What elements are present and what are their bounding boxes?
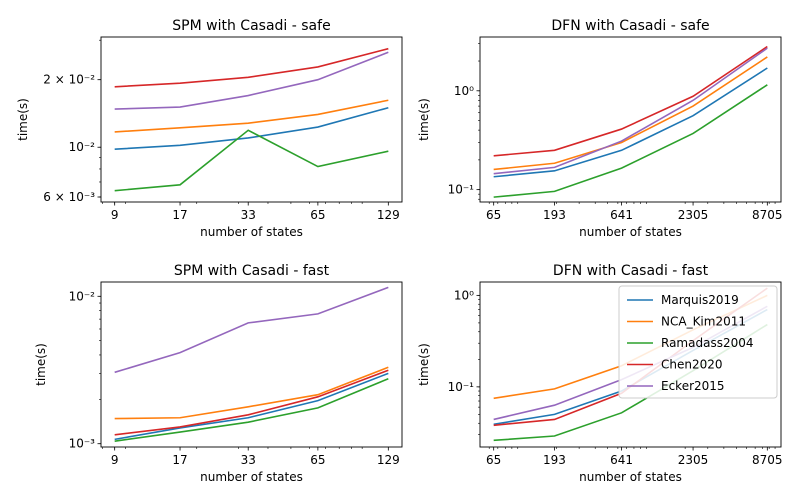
y-axis-label: time(s) [417,343,431,386]
series-line-ramadass2004 [114,377,389,442]
x-axis-label: number of states [579,225,682,239]
series-line-ecker2015 [493,47,768,175]
y-tick-label: 2 × 10⁻² [43,73,95,87]
axes-frame [100,281,403,448]
legend: Marquis2019 NCA_Kim2011 Ramadass2004 Chen20… [618,285,778,399]
series-line-chen2020 [114,369,389,436]
x-tick-label: 9 [111,208,119,222]
y-tick-label: 6 × 10⁻³ [43,190,95,204]
y-tick-label: 10⁻² [69,289,96,303]
chart-title: SPM with Casadi - safe [172,18,330,34]
series-line-ramadass2004 [114,129,389,192]
series-line-chen2020 [493,45,768,157]
x-tick-label: 2305 [678,453,709,467]
series-line-nca-kim2011 [493,56,768,171]
legend-entry: NCA_Kim2011 [661,315,746,329]
x-tick-label: 129 [377,453,400,467]
axes-frame [479,36,782,203]
x-tick-label: 33 [241,208,256,222]
y-axis-label: time(s) [417,98,431,141]
x-axis-label: number of states [579,470,682,484]
chart-title: DFN with Casadi - fast [553,263,709,279]
subplot-3: 9 17 33 65 129 10⁻³ 10⁻² SPM with Casadi - fast… [34,263,403,484]
x-tick-label: 641 [610,208,633,222]
series-line-nca-kim2011 [114,366,389,420]
series-line-nca-kim2011 [114,99,389,133]
y-tick-label: 10⁻² [69,140,96,154]
x-tick-label: 9 [111,453,119,467]
x-tick-label: 2305 [678,208,709,222]
x-tick-label: 193 [543,453,566,467]
x-tick-label: 65 [310,453,325,467]
series-line-chen2020 [114,47,389,88]
x-tick-label: 65 [310,208,325,222]
x-tick-label: 65 [486,208,501,222]
chart-title: SPM with Casadi - fast [174,263,330,279]
x-axis-label: number of states [200,470,303,484]
x-tick-label: 8705 [752,453,783,467]
x-tick-label: 17 [172,208,187,222]
y-axis-label: time(s) [16,98,30,141]
legend-entry: Ecker2015 [661,379,725,393]
series-line-ecker2015 [114,51,389,110]
x-tick-label: 33 [241,453,256,467]
x-tick-label: 65 [486,453,501,467]
x-tick-label: 129 [377,208,400,222]
subplot-1: 9 17 33 65 129 6 × 10⁻³ 10⁻² 2 × 10⁻² SPM with C… [16,18,403,239]
legend-entry: Marquis2019 [661,293,739,307]
axes-frame [100,36,403,203]
axes-frame [479,281,782,448]
series-line-ecker2015 [114,286,389,374]
y-tick-label: 10⁰ [454,288,474,302]
series-line-ramadass2004 [493,84,768,198]
x-axis-label: number of states [200,225,303,239]
y-tick-label: 10⁻³ [69,437,96,451]
legend-entry: Ramadass2004 [661,336,753,350]
series-line-marquis2019 [114,372,389,441]
chart-title: DFN with Casadi - safe [551,18,709,34]
legend-entry: Chen2020 [661,358,723,372]
x-tick-label: 193 [543,208,566,222]
series-line-marquis2019 [493,67,768,178]
x-tick-label: 17 [172,453,187,467]
x-tick-label: 8705 [752,208,783,222]
y-axis-label: time(s) [34,343,48,386]
y-tick-label: 10⁻¹ [448,183,475,197]
subplot-4: 65 193 641 2305 8705 10⁻¹ 10⁰ DFN with Casadi -… [417,263,783,484]
series-line-marquis2019 [114,106,389,150]
y-tick-label: 10⁻¹ [448,380,475,394]
x-tick-label: 641 [610,453,633,467]
y-tick-label: 10⁰ [454,84,474,98]
subplot-2: 65 193 641 2305 8705 10⁻¹ 10⁰ DFN with Casadi -… [417,18,783,239]
